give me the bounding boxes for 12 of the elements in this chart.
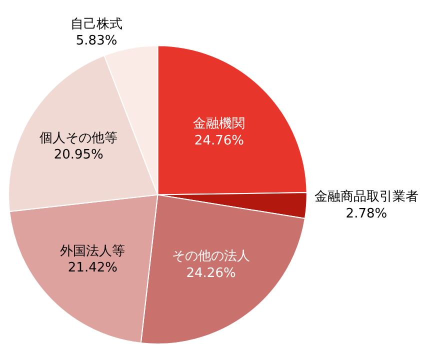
slice-label: 金融商品取引業者 (314, 190, 418, 205)
data-label: 24.76% (194, 133, 244, 148)
data-label: 5.83% (76, 34, 118, 49)
slice-label: 自己株式 (70, 16, 123, 32)
slice-label: 金融機関 (193, 116, 246, 132)
data-label: 20.95% (54, 148, 104, 163)
slice-label: 外国法人等 (60, 244, 126, 259)
data-label: 2.78% (346, 206, 388, 222)
slice-label: 個人その他等 (40, 130, 118, 146)
data-label: 21.42% (68, 260, 118, 276)
data-label: 24.26% (186, 266, 236, 282)
slice-label: その他の法人 (172, 249, 250, 264)
